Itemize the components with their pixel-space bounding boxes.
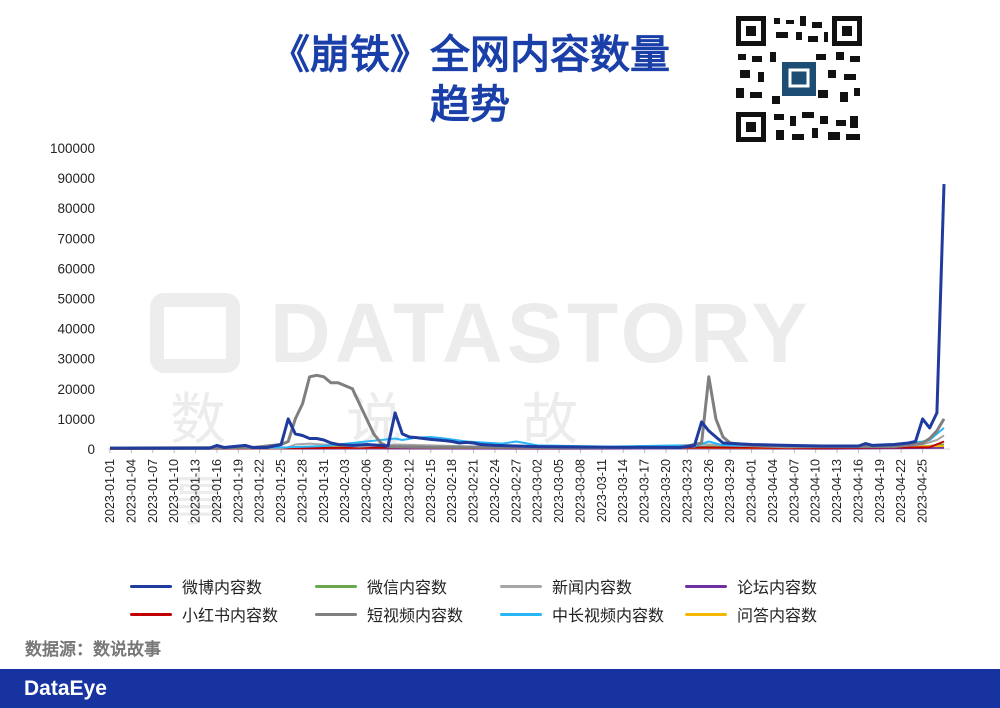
legend-swatch bbox=[500, 584, 542, 588]
x-tick-label: 2023-04-22 bbox=[894, 459, 908, 523]
x-tick-label: 2023-04-19 bbox=[873, 459, 887, 523]
x-tick-label: 2023-03-11 bbox=[595, 459, 609, 522]
x-tick-label: 2023-02-15 bbox=[424, 459, 438, 523]
x-tick-label: 2023-01-10 bbox=[167, 459, 181, 523]
x-tick-label: 2023-04-04 bbox=[766, 459, 780, 523]
x-tick-label: 2023-02-09 bbox=[381, 459, 395, 523]
legend-label: 短视频内容数 bbox=[367, 606, 464, 625]
legend-label: 问答内容数 bbox=[737, 606, 818, 625]
legend-label: 新闻内容数 bbox=[552, 578, 633, 597]
x-tick-label: 2023-03-26 bbox=[702, 459, 716, 523]
legend-label: 微信内容数 bbox=[367, 578, 448, 597]
x-tick-label: 2023-02-03 bbox=[338, 459, 352, 523]
legend-label: 小红书内容数 bbox=[182, 606, 279, 625]
dataeye-logo: DataEye bbox=[24, 677, 107, 700]
x-tick-label: 2023-04-13 bbox=[830, 459, 844, 523]
y-tick-label: 70000 bbox=[57, 231, 95, 246]
x-tick-label: 2023-01-31 bbox=[317, 459, 331, 523]
x-tick-label: 2023-01-13 bbox=[189, 459, 203, 523]
x-tick-label: 2023-04-07 bbox=[787, 459, 801, 523]
x-tick-label: 2023-04-01 bbox=[745, 459, 759, 523]
legend-swatch bbox=[315, 612, 357, 616]
x-tick-label: 2023-01-19 bbox=[231, 459, 245, 523]
chart-title: 《崩铁》全网内容数量 趋势 bbox=[200, 30, 740, 130]
x-tick-label: 2023-03-14 bbox=[616, 459, 630, 523]
x-tick-label: 2023-03-05 bbox=[552, 459, 566, 523]
x-tick-label: 2023-04-16 bbox=[851, 459, 865, 523]
x-tick-label: 2023-02-06 bbox=[360, 459, 374, 523]
y-tick-label: 80000 bbox=[57, 201, 95, 216]
legend-item-qa: 问答内容数 bbox=[685, 601, 817, 627]
data-source: 数据源：数说故事 bbox=[25, 640, 161, 660]
x-tick-label: 2023-01-01 bbox=[103, 459, 117, 523]
x-tick-label: 2023-03-17 bbox=[638, 459, 652, 523]
legend-item-short_video: 短视频内容数 bbox=[315, 601, 463, 627]
legend-label: 微博内容数 bbox=[182, 578, 263, 597]
x-tick-label: 2023-03-20 bbox=[659, 459, 673, 523]
y-tick-label: 0 bbox=[87, 442, 95, 457]
legend-item-xiaohongshu: 小红书内容数 bbox=[130, 601, 278, 627]
x-tick-label: 2023-01-04 bbox=[124, 459, 138, 523]
x-tick-label: 2023-01-07 bbox=[146, 459, 160, 523]
x-tick-label: 2023-03-23 bbox=[680, 459, 694, 523]
x-tick-label: 2023-01-25 bbox=[274, 459, 288, 523]
y-tick-label: 90000 bbox=[57, 171, 95, 186]
qr-code-icon bbox=[736, 16, 862, 142]
legend-swatch bbox=[130, 584, 172, 588]
x-tick-label: 2023-02-24 bbox=[488, 459, 502, 523]
x-tick-label: 2023-02-18 bbox=[445, 459, 459, 523]
legend-swatch bbox=[500, 612, 542, 616]
legend: 微博内容数 微信内容数 新闻内容数 论坛内容数小红书内容数 短视频内容数 中长视频内容数 问… bbox=[130, 571, 870, 631]
legend-swatch bbox=[685, 612, 727, 616]
y-tick-label: 30000 bbox=[57, 352, 95, 367]
legend-item-weibo: 微博内容数 bbox=[130, 573, 262, 599]
x-tick-label: 2023-01-16 bbox=[210, 459, 224, 523]
legend-item-news: 新闻内容数 bbox=[500, 573, 632, 599]
y-axis: 1000009000080000700006000050000400003000… bbox=[50, 141, 95, 457]
legend-swatch bbox=[130, 612, 172, 616]
y-tick-label: 20000 bbox=[57, 382, 95, 397]
legend-item-long_video: 中长视频内容数 bbox=[500, 601, 664, 627]
legend-swatch bbox=[685, 584, 727, 588]
series-line-short_video bbox=[109, 373, 946, 450]
x-tick-label: 2023-03-02 bbox=[531, 459, 545, 523]
x-tick-label: 2023-02-27 bbox=[509, 459, 523, 523]
series-layer bbox=[109, 184, 946, 450]
x-tick-label: 2023-02-21 bbox=[467, 459, 481, 523]
legend-item-forum: 论坛内容数 bbox=[685, 573, 817, 599]
x-tick-label: 2023-04-10 bbox=[809, 459, 823, 523]
chart-title-line2: 趋势 bbox=[430, 82, 510, 128]
y-tick-label: 10000 bbox=[57, 412, 95, 427]
legend-swatch bbox=[315, 584, 357, 588]
line-chart: 1000009000080000700006000050000400003000… bbox=[50, 141, 950, 523]
x-tick-label: 2023-01-28 bbox=[295, 459, 309, 523]
y-tick-label: 40000 bbox=[57, 322, 95, 337]
y-tick-label: 60000 bbox=[57, 261, 95, 276]
y-tick-label: 50000 bbox=[57, 292, 95, 307]
legend-label: 中长视频内容数 bbox=[552, 606, 665, 625]
x-axis: 2023-01-01 2023-01-04 2023-01-07 2023-01-10… bbox=[103, 449, 930, 523]
legend-item-wechat: 微信内容数 bbox=[315, 573, 447, 599]
chart-title-line1: 《崩铁》全网内容数量 bbox=[270, 32, 670, 78]
x-tick-label: 2023-01-22 bbox=[253, 459, 267, 523]
x-tick-label: 2023-03-29 bbox=[723, 459, 737, 523]
series-line-weibo bbox=[110, 184, 946, 450]
x-tick-label: 2023-04-25 bbox=[916, 459, 930, 523]
legend-label: 论坛内容数 bbox=[737, 578, 818, 597]
x-tick-label: 2023-02-12 bbox=[402, 459, 416, 523]
x-tick-label: 2023-03-08 bbox=[573, 459, 587, 523]
footer-bar: DataEye bbox=[0, 669, 1000, 708]
y-tick-label: 100000 bbox=[50, 141, 95, 156]
